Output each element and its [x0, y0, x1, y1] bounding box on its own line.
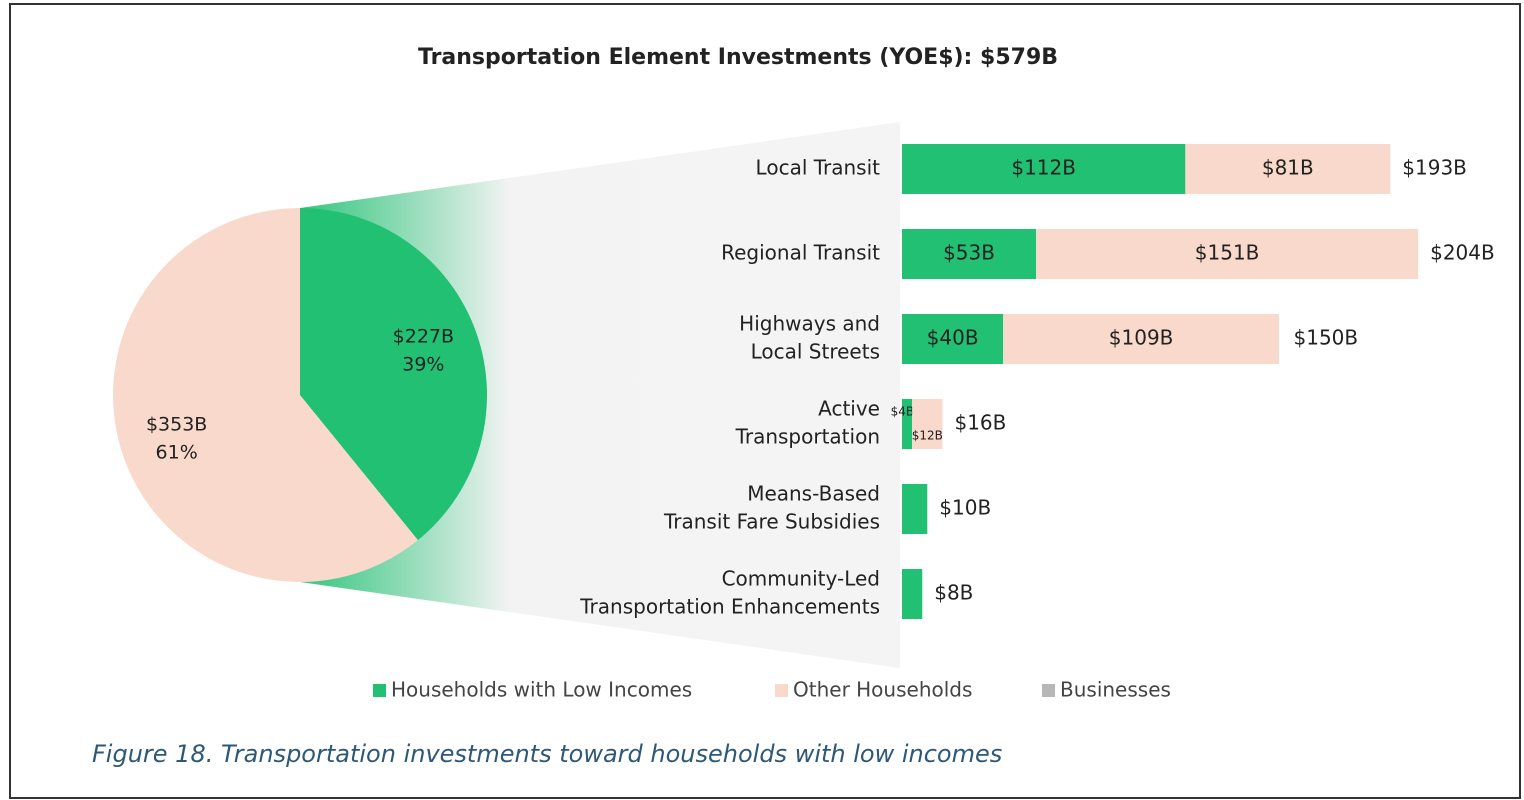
segment-label: $53B	[943, 241, 995, 265]
category-label: Means-Based	[747, 482, 880, 506]
category-label: Regional Transit	[721, 241, 880, 265]
category-label: Local Transit	[756, 156, 881, 180]
bar-segment	[902, 484, 928, 534]
legend-label: Businesses	[1060, 678, 1171, 702]
bar-segment	[902, 314, 1004, 364]
bar-segment	[902, 569, 923, 619]
legend-label: Households with Low Incomes	[391, 678, 692, 702]
slice-value-label: $227B	[393, 326, 454, 348]
total-label: $16B	[954, 411, 1006, 435]
legend-swatch	[1042, 684, 1055, 697]
segment-label: $112B	[1011, 156, 1076, 180]
slice-percent-label: 61%	[156, 441, 198, 463]
segment-label: $4B	[891, 405, 915, 419]
chart-title: Transportation Element Investments (YOE$…	[418, 45, 1058, 70]
total-label: $193B	[1402, 156, 1467, 180]
category-label: Transit Fare Subsidies	[663, 510, 880, 534]
bar-segment	[912, 399, 943, 449]
bar-segment	[902, 144, 1186, 194]
category-label: Transportation Enhancements	[579, 595, 880, 619]
segment-label: $40B	[927, 326, 979, 350]
segment-label: $12B	[912, 429, 943, 443]
legend-label: Other Households	[793, 678, 972, 702]
bar-segment	[1036, 229, 1419, 279]
bar-segment	[1185, 144, 1391, 194]
funnel	[300, 122, 900, 668]
category-label: Local Streets	[751, 340, 880, 364]
bar-segment	[902, 399, 913, 449]
legend-swatch	[775, 684, 788, 697]
segment-label: $151B	[1195, 241, 1260, 265]
category-label: Community-Led	[722, 567, 880, 591]
pie-slice	[113, 208, 418, 582]
category-label: Transportation	[735, 425, 880, 449]
total-label: $8B	[934, 581, 973, 605]
total-label: $10B	[939, 496, 991, 520]
caption: Figure 18. Transportation investments to…	[92, 740, 1002, 768]
category-label: Active	[818, 397, 880, 421]
bar-segment	[902, 229, 1037, 279]
bar-segment	[1003, 314, 1279, 364]
category-label: Highways and	[739, 312, 880, 336]
total-label: $150B	[1294, 326, 1359, 350]
segment-label: $109B	[1109, 326, 1174, 350]
pie-slice	[300, 208, 488, 541]
segment-label: $81B	[1262, 156, 1314, 180]
legend-swatch	[373, 684, 386, 697]
slice-percent-label: 39%	[402, 354, 444, 376]
slice-value-label: $353B	[146, 413, 207, 435]
total-label: $204B	[1430, 241, 1495, 265]
